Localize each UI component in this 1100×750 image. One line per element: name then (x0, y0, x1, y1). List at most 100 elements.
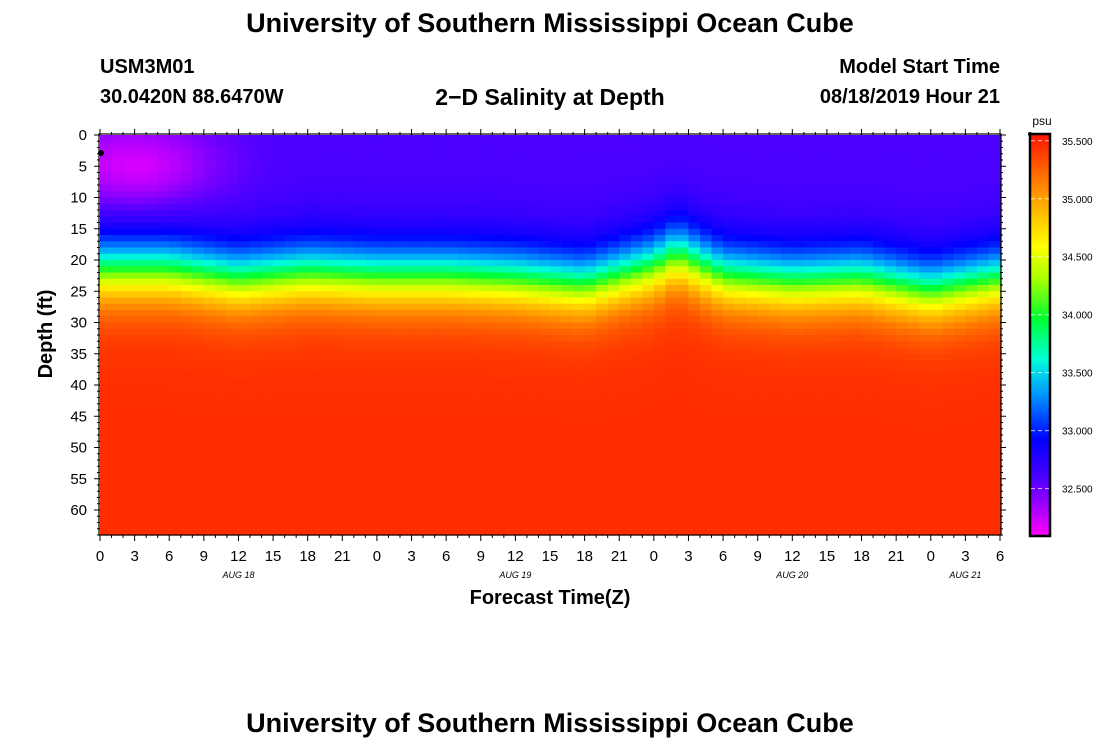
heatmap-cell (169, 360, 182, 367)
heatmap-cell (400, 178, 413, 186)
heatmap-cell (457, 222, 470, 230)
heatmap-cell (596, 447, 609, 455)
heatmap-cell (838, 153, 851, 161)
heatmap-cell (457, 353, 470, 361)
heatmap-cell (492, 185, 505, 192)
heatmap-cell (792, 416, 805, 424)
heatmap-cell (584, 141, 597, 149)
heatmap-cell (273, 416, 286, 424)
heatmap-cell (342, 203, 355, 211)
heatmap-cell (850, 191, 863, 199)
heatmap-cell (965, 447, 978, 455)
heatmap-cell (411, 372, 424, 380)
heatmap-cell (688, 191, 701, 199)
heatmap-cell (665, 241, 678, 249)
heatmap-cell (965, 153, 978, 161)
heatmap-cell (480, 522, 493, 530)
heatmap-cell (365, 460, 378, 467)
heatmap-cell (192, 528, 205, 536)
heatmap-cell (734, 441, 747, 449)
heatmap-cell (226, 378, 240, 386)
heatmap-cell (976, 278, 990, 286)
heatmap-cell (307, 316, 320, 324)
heatmap-cell (226, 291, 240, 299)
heatmap-cell (376, 372, 390, 380)
heatmap-cell (296, 472, 309, 480)
heatmap-cell (100, 353, 113, 361)
heatmap-cell (503, 247, 516, 255)
heatmap-cell (815, 347, 828, 355)
heatmap-cell (653, 197, 666, 205)
heatmap-cell (261, 510, 274, 517)
heatmap-cell (676, 160, 690, 167)
heatmap-cell (792, 203, 805, 211)
heatmap-cell (434, 266, 447, 274)
heatmap-cell (550, 335, 563, 342)
heatmap-cell (688, 347, 701, 355)
heatmap-cell (619, 522, 632, 530)
heatmap-cell (503, 135, 516, 142)
heatmap-cell (388, 297, 401, 305)
heatmap-cell (815, 278, 828, 286)
heatmap-cell (342, 172, 355, 180)
heatmap-cell (700, 185, 713, 192)
heatmap-cell (653, 347, 666, 355)
heatmap-cell (584, 272, 597, 280)
heatmap-cell (769, 247, 782, 255)
heatmap-cell (273, 510, 286, 517)
heatmap-cell (584, 528, 597, 536)
heatmap-cell (700, 303, 713, 311)
heatmap-cell (515, 378, 528, 386)
heatmap-cell (953, 278, 966, 286)
heatmap-cell (503, 253, 516, 261)
heatmap-cell (965, 272, 978, 280)
heatmap-cell (423, 353, 436, 361)
heatmap-cell (815, 266, 828, 274)
heatmap-cell (596, 328, 609, 336)
heatmap-cell (803, 516, 816, 524)
heatmap-cell (573, 316, 586, 324)
heatmap-cell (238, 385, 251, 392)
heatmap-cell (411, 516, 424, 524)
heatmap-cell (238, 528, 251, 536)
heatmap-cell (873, 391, 886, 399)
heatmap-cell (480, 191, 493, 199)
heatmap-cell (319, 141, 332, 149)
heatmap-cell (838, 485, 851, 492)
heatmap-cell (573, 503, 586, 511)
heatmap-cell (746, 416, 759, 424)
heatmap-cell (861, 222, 874, 230)
heatmap-cell (561, 191, 574, 199)
heatmap-cell (907, 453, 920, 461)
heatmap-cell (711, 422, 724, 430)
heatmap-cell (146, 166, 159, 174)
heatmap-cell (803, 216, 816, 224)
heatmap-cell (676, 216, 690, 224)
heatmap-cell (469, 485, 482, 492)
heatmap-cell (180, 253, 193, 261)
heatmap-cell (273, 403, 286, 411)
heatmap-cell (896, 335, 909, 342)
heatmap-cell (861, 447, 874, 455)
heatmap-cell (919, 353, 932, 361)
heatmap-cell (873, 303, 886, 311)
heatmap-cell (215, 153, 228, 161)
heatmap-cell (134, 328, 147, 336)
heatmap-cell (896, 153, 909, 161)
heatmap-cell (423, 422, 436, 430)
heatmap-cell (734, 478, 747, 486)
heatmap-cell (723, 485, 736, 492)
heatmap-cell (146, 510, 159, 517)
heatmap-cell (434, 510, 447, 517)
heatmap-cell (146, 147, 159, 155)
heatmap-cell (630, 391, 643, 399)
heatmap-cell (561, 435, 574, 442)
heatmap-cell (792, 466, 805, 474)
heatmap-cell (388, 135, 401, 142)
heatmap-cell (884, 297, 897, 305)
heatmap-cell (746, 466, 759, 474)
heatmap-cell (296, 460, 309, 467)
heatmap-cell (388, 435, 401, 442)
heatmap-cell (180, 216, 193, 224)
heatmap-cell (492, 172, 505, 180)
